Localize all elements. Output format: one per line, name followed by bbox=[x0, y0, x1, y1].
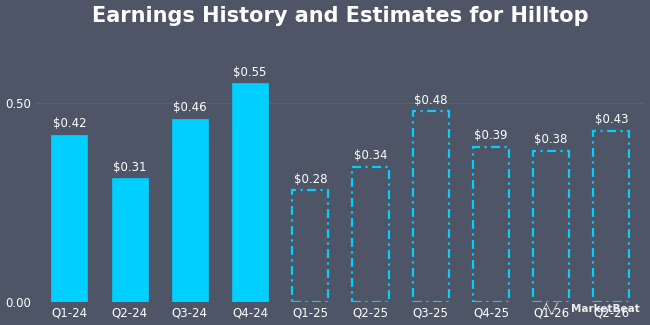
Text: $0.38: $0.38 bbox=[534, 133, 568, 146]
Bar bbox=[232, 83, 268, 302]
Bar bbox=[352, 166, 389, 302]
Bar bbox=[51, 135, 88, 302]
Bar bbox=[473, 147, 509, 302]
Text: $0.48: $0.48 bbox=[414, 94, 447, 107]
Text: ╱╲╱: ╱╲╱ bbox=[540, 302, 558, 314]
Text: $0.46: $0.46 bbox=[173, 101, 207, 114]
Text: $0.55: $0.55 bbox=[233, 66, 266, 79]
Text: $0.39: $0.39 bbox=[474, 129, 508, 142]
Bar bbox=[112, 178, 148, 302]
Bar bbox=[172, 119, 208, 302]
Text: $0.42: $0.42 bbox=[53, 117, 86, 130]
Bar bbox=[292, 190, 328, 302]
Text: $0.43: $0.43 bbox=[595, 113, 628, 126]
Bar bbox=[413, 111, 448, 302]
Title: Earnings History and Estimates for Hilltop: Earnings History and Estimates for Hillt… bbox=[92, 6, 589, 26]
Text: $0.34: $0.34 bbox=[354, 149, 387, 162]
Bar bbox=[533, 151, 569, 302]
Text: $0.28: $0.28 bbox=[294, 173, 327, 186]
Text: MarketBeat: MarketBeat bbox=[571, 304, 640, 314]
Text: $0.31: $0.31 bbox=[113, 161, 146, 174]
Bar bbox=[593, 131, 629, 302]
